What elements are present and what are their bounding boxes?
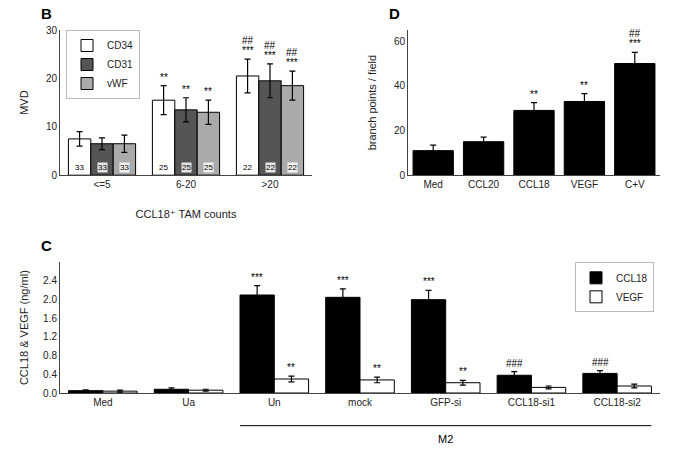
svg-text:**: ** — [580, 80, 588, 91]
svg-text:***: *** — [264, 50, 276, 61]
svg-text:**: ** — [182, 84, 190, 95]
svg-text:B: B — [41, 5, 52, 22]
svg-text:CCL18: CCL18 — [518, 179, 550, 190]
svg-text:>20: >20 — [262, 179, 279, 190]
svg-text:20: 20 — [46, 73, 58, 84]
svg-text:40: 40 — [394, 80, 406, 91]
svg-text:22: 22 — [243, 163, 252, 172]
svg-text:CCL18-si1: CCL18-si1 — [508, 397, 556, 408]
svg-text:VEGF: VEGF — [571, 179, 598, 190]
svg-text:25: 25 — [204, 163, 213, 172]
svg-text:0.0: 0.0 — [43, 388, 57, 399]
svg-text:vWF: vWF — [107, 78, 128, 89]
svg-text:**: ** — [287, 362, 295, 373]
svg-text:***: *** — [251, 272, 263, 283]
svg-text:33: 33 — [75, 163, 84, 172]
svg-text:M2: M2 — [438, 433, 453, 445]
svg-text:***: *** — [286, 57, 298, 68]
svg-text:VEGF: VEGF — [616, 292, 643, 303]
svg-text:branch points / field: branch points / field — [366, 55, 378, 150]
svg-text:10: 10 — [46, 121, 58, 132]
svg-text:D: D — [389, 5, 400, 22]
svg-text:2.4: 2.4 — [43, 275, 57, 286]
svg-text:**: ** — [204, 86, 212, 97]
svg-text:***: *** — [629, 38, 641, 49]
svg-text:CCL20: CCL20 — [468, 179, 500, 190]
svg-text:CCL18⁺ TAM counts: CCL18⁺ TAM counts — [136, 208, 237, 220]
svg-text:C+V: C+V — [625, 179, 645, 190]
svg-text:33: 33 — [98, 163, 107, 172]
svg-text:Ua: Ua — [182, 397, 195, 408]
svg-text:GFP-si: GFP-si — [430, 397, 461, 408]
svg-text:***: *** — [337, 275, 349, 286]
svg-text:2.0: 2.0 — [43, 294, 57, 305]
svg-text:1.2: 1.2 — [43, 331, 57, 342]
svg-text:###: ### — [506, 358, 523, 369]
svg-text:##: ## — [242, 35, 254, 46]
svg-text:CCL18: CCL18 — [616, 273, 648, 284]
svg-text:<=5: <=5 — [93, 179, 111, 190]
svg-text:CD34: CD34 — [107, 40, 133, 51]
svg-text:CCL18 & VEGF (ng/ml): CCL18 & VEGF (ng/ml) — [18, 270, 30, 385]
svg-text:Med: Med — [423, 179, 442, 190]
svg-text:##: ## — [629, 28, 641, 39]
svg-text:**: ** — [459, 366, 467, 377]
svg-text:0: 0 — [399, 170, 405, 181]
svg-text:20: 20 — [394, 125, 406, 136]
svg-text:Med: Med — [93, 397, 112, 408]
svg-text:***: *** — [242, 45, 254, 56]
svg-text:**: ** — [530, 89, 538, 100]
svg-text:6-20: 6-20 — [176, 179, 196, 190]
svg-text:##: ## — [286, 47, 298, 58]
svg-text:CCL18-si2: CCL18-si2 — [594, 397, 642, 408]
svg-text:22: 22 — [288, 163, 297, 172]
svg-text:***: *** — [423, 276, 435, 287]
svg-text:0.4: 0.4 — [43, 369, 57, 380]
svg-text:C: C — [41, 237, 52, 254]
svg-text:**: ** — [160, 72, 168, 83]
svg-text:60: 60 — [394, 36, 406, 47]
svg-text:1.6: 1.6 — [43, 313, 57, 324]
svg-text:25: 25 — [182, 163, 191, 172]
svg-text:Un: Un — [268, 397, 281, 408]
svg-text:0: 0 — [51, 170, 57, 181]
svg-text:**: ** — [373, 363, 381, 374]
svg-text:CD31: CD31 — [107, 59, 133, 70]
svg-text:mock: mock — [348, 397, 373, 408]
svg-text:33: 33 — [120, 163, 129, 172]
svg-text:###: ### — [592, 357, 609, 368]
svg-text:##: ## — [264, 40, 276, 51]
svg-text:22: 22 — [266, 163, 275, 172]
svg-text:25: 25 — [159, 163, 168, 172]
svg-text:0.8: 0.8 — [43, 350, 57, 361]
svg-text:MVD: MVD — [18, 90, 30, 115]
svg-text:30: 30 — [46, 25, 58, 36]
